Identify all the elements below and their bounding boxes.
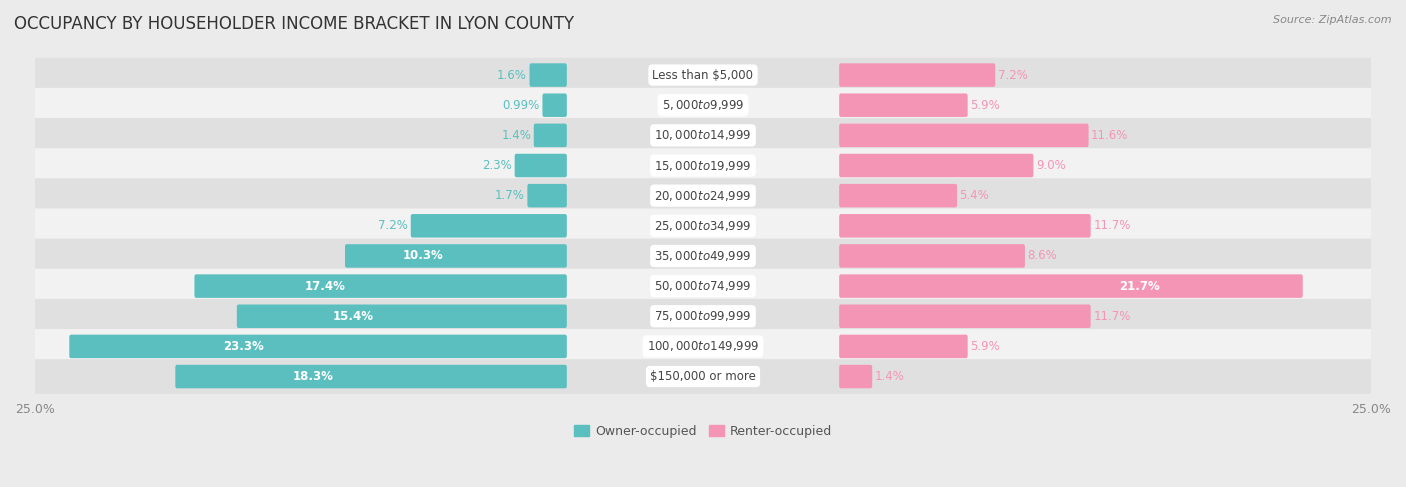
Text: 1.4%: 1.4%	[502, 129, 531, 142]
FancyBboxPatch shape	[839, 184, 957, 207]
Text: 5.4%: 5.4%	[960, 189, 990, 202]
Text: 23.3%: 23.3%	[224, 340, 264, 353]
Text: $100,000 to $149,999: $100,000 to $149,999	[647, 339, 759, 354]
FancyBboxPatch shape	[176, 365, 567, 388]
FancyBboxPatch shape	[839, 124, 1088, 147]
FancyBboxPatch shape	[527, 184, 567, 207]
FancyBboxPatch shape	[344, 244, 567, 268]
FancyBboxPatch shape	[839, 154, 1033, 177]
FancyBboxPatch shape	[32, 178, 1374, 213]
FancyBboxPatch shape	[32, 239, 1374, 273]
FancyBboxPatch shape	[32, 329, 1374, 364]
Text: $50,000 to $74,999: $50,000 to $74,999	[654, 279, 752, 293]
Text: 5.9%: 5.9%	[970, 340, 1000, 353]
Text: 7.2%: 7.2%	[378, 219, 408, 232]
FancyBboxPatch shape	[236, 304, 567, 328]
Text: Source: ZipAtlas.com: Source: ZipAtlas.com	[1274, 15, 1392, 25]
Text: $75,000 to $99,999: $75,000 to $99,999	[654, 309, 752, 323]
Text: $25,000 to $34,999: $25,000 to $34,999	[654, 219, 752, 233]
Legend: Owner-occupied, Renter-occupied: Owner-occupied, Renter-occupied	[568, 420, 838, 443]
Text: 21.7%: 21.7%	[1119, 280, 1160, 293]
Text: 7.2%: 7.2%	[998, 69, 1028, 81]
FancyBboxPatch shape	[839, 335, 967, 358]
Text: $150,000 or more: $150,000 or more	[650, 370, 756, 383]
Text: 1.6%: 1.6%	[498, 69, 527, 81]
Text: 9.0%: 9.0%	[1036, 159, 1066, 172]
Text: Less than $5,000: Less than $5,000	[652, 69, 754, 81]
Text: $20,000 to $24,999: $20,000 to $24,999	[654, 188, 752, 203]
Text: 5.9%: 5.9%	[970, 99, 1000, 112]
Text: 10.3%: 10.3%	[402, 249, 443, 262]
FancyBboxPatch shape	[839, 274, 1303, 298]
FancyBboxPatch shape	[32, 208, 1374, 243]
FancyBboxPatch shape	[839, 365, 872, 388]
FancyBboxPatch shape	[515, 154, 567, 177]
FancyBboxPatch shape	[839, 244, 1025, 268]
Text: 2.3%: 2.3%	[482, 159, 512, 172]
FancyBboxPatch shape	[32, 118, 1374, 153]
Text: OCCUPANCY BY HOUSEHOLDER INCOME BRACKET IN LYON COUNTY: OCCUPANCY BY HOUSEHOLDER INCOME BRACKET …	[14, 15, 574, 33]
FancyBboxPatch shape	[69, 335, 567, 358]
Text: 8.6%: 8.6%	[1028, 249, 1057, 262]
FancyBboxPatch shape	[534, 124, 567, 147]
Text: 1.4%: 1.4%	[875, 370, 904, 383]
FancyBboxPatch shape	[839, 94, 967, 117]
Text: 11.7%: 11.7%	[1094, 219, 1130, 232]
FancyBboxPatch shape	[530, 63, 567, 87]
FancyBboxPatch shape	[32, 299, 1374, 334]
FancyBboxPatch shape	[194, 274, 567, 298]
FancyBboxPatch shape	[839, 304, 1091, 328]
Text: $5,000 to $9,999: $5,000 to $9,999	[662, 98, 744, 112]
Text: $15,000 to $19,999: $15,000 to $19,999	[654, 158, 752, 172]
FancyBboxPatch shape	[32, 359, 1374, 394]
FancyBboxPatch shape	[839, 214, 1091, 238]
FancyBboxPatch shape	[839, 63, 995, 87]
Text: 17.4%: 17.4%	[305, 280, 346, 293]
FancyBboxPatch shape	[32, 88, 1374, 123]
Text: 11.7%: 11.7%	[1094, 310, 1130, 323]
FancyBboxPatch shape	[411, 214, 567, 238]
Text: 11.6%: 11.6%	[1091, 129, 1129, 142]
FancyBboxPatch shape	[32, 269, 1374, 303]
Text: $10,000 to $14,999: $10,000 to $14,999	[654, 129, 752, 142]
Text: 1.7%: 1.7%	[495, 189, 524, 202]
Text: 15.4%: 15.4%	[332, 310, 374, 323]
FancyBboxPatch shape	[32, 148, 1374, 183]
FancyBboxPatch shape	[543, 94, 567, 117]
Text: $35,000 to $49,999: $35,000 to $49,999	[654, 249, 752, 263]
FancyBboxPatch shape	[32, 58, 1374, 93]
Text: 18.3%: 18.3%	[292, 370, 333, 383]
Text: 0.99%: 0.99%	[503, 99, 540, 112]
